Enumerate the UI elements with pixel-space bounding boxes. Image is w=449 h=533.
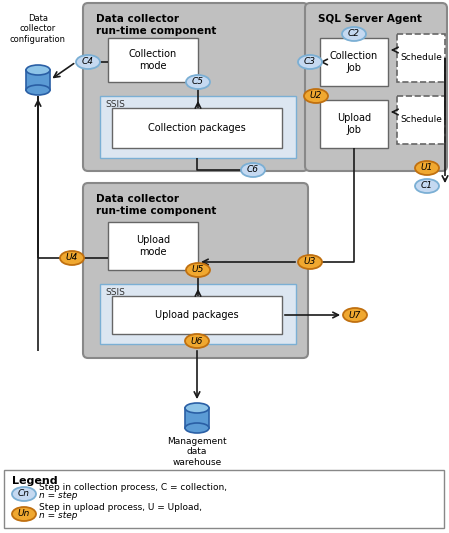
FancyBboxPatch shape	[83, 183, 308, 358]
Bar	[108, 38, 198, 82]
Text: C5: C5	[192, 77, 204, 86]
Text: U2: U2	[310, 92, 322, 101]
Bar	[320, 38, 388, 86]
Bar	[112, 296, 282, 334]
Ellipse shape	[60, 251, 84, 265]
Text: SQL Server Agent: SQL Server Agent	[318, 14, 422, 24]
Text: C3: C3	[304, 58, 316, 67]
Ellipse shape	[185, 403, 209, 413]
Text: U7: U7	[349, 311, 361, 319]
Bar	[397, 34, 445, 82]
Bar	[112, 108, 282, 148]
Text: Data collector
run-time component: Data collector run-time component	[96, 194, 216, 216]
Text: U4: U4	[66, 254, 78, 262]
Text: Collection
Job: Collection Job	[330, 51, 378, 73]
Text: C1: C1	[421, 182, 433, 190]
Text: U1: U1	[421, 164, 433, 173]
Ellipse shape	[26, 85, 50, 95]
Text: Legend: Legend	[12, 476, 57, 486]
FancyBboxPatch shape	[83, 3, 308, 171]
Text: U3: U3	[304, 257, 316, 266]
Bar	[100, 284, 296, 344]
Text: U6: U6	[191, 336, 203, 345]
Bar	[185, 408, 209, 428]
Text: Upload packages: Upload packages	[155, 310, 239, 320]
Text: U5: U5	[192, 265, 204, 274]
Ellipse shape	[415, 179, 439, 193]
Ellipse shape	[415, 161, 439, 175]
Text: Step in collection process, C = collection,: Step in collection process, C = collecti…	[39, 483, 227, 492]
Text: Schedule: Schedule	[400, 116, 442, 125]
Text: C6: C6	[247, 166, 259, 174]
Text: SSIS: SSIS	[105, 288, 125, 297]
Ellipse shape	[343, 308, 367, 322]
Text: Step in upload process, U = Upload,: Step in upload process, U = Upload,	[39, 503, 202, 512]
Text: n = step: n = step	[39, 511, 78, 520]
Bar	[26, 70, 50, 90]
Ellipse shape	[185, 334, 209, 348]
Text: Management
data
warehouse: Management data warehouse	[167, 437, 227, 467]
FancyBboxPatch shape	[305, 3, 447, 171]
Ellipse shape	[12, 487, 36, 501]
Bar	[397, 96, 445, 144]
Ellipse shape	[186, 263, 210, 277]
Bar	[108, 222, 198, 270]
Ellipse shape	[298, 55, 322, 69]
Ellipse shape	[26, 65, 50, 75]
Ellipse shape	[185, 423, 209, 433]
Bar	[100, 96, 296, 158]
Ellipse shape	[241, 163, 265, 177]
Ellipse shape	[342, 27, 366, 41]
Text: Data
collector
configuration: Data collector configuration	[10, 14, 66, 44]
Text: Schedule: Schedule	[400, 53, 442, 62]
Text: Data collector
run-time component: Data collector run-time component	[96, 14, 216, 36]
Text: SSIS: SSIS	[105, 100, 125, 109]
Text: n = step: n = step	[39, 491, 78, 500]
Text: C4: C4	[82, 58, 94, 67]
Text: Collection
mode: Collection mode	[129, 49, 177, 71]
Text: Cn: Cn	[18, 489, 30, 498]
Ellipse shape	[186, 75, 210, 89]
Ellipse shape	[12, 507, 36, 521]
Ellipse shape	[304, 89, 328, 103]
Bar	[4, 470, 444, 528]
Text: Upload
mode: Upload mode	[136, 235, 170, 257]
Ellipse shape	[298, 255, 322, 269]
Ellipse shape	[76, 55, 100, 69]
Text: C2: C2	[348, 29, 360, 38]
Text: Upload
Job: Upload Job	[337, 113, 371, 135]
Bar	[320, 100, 388, 148]
Text: Un: Un	[18, 510, 30, 519]
Text: Collection packages: Collection packages	[148, 123, 246, 133]
